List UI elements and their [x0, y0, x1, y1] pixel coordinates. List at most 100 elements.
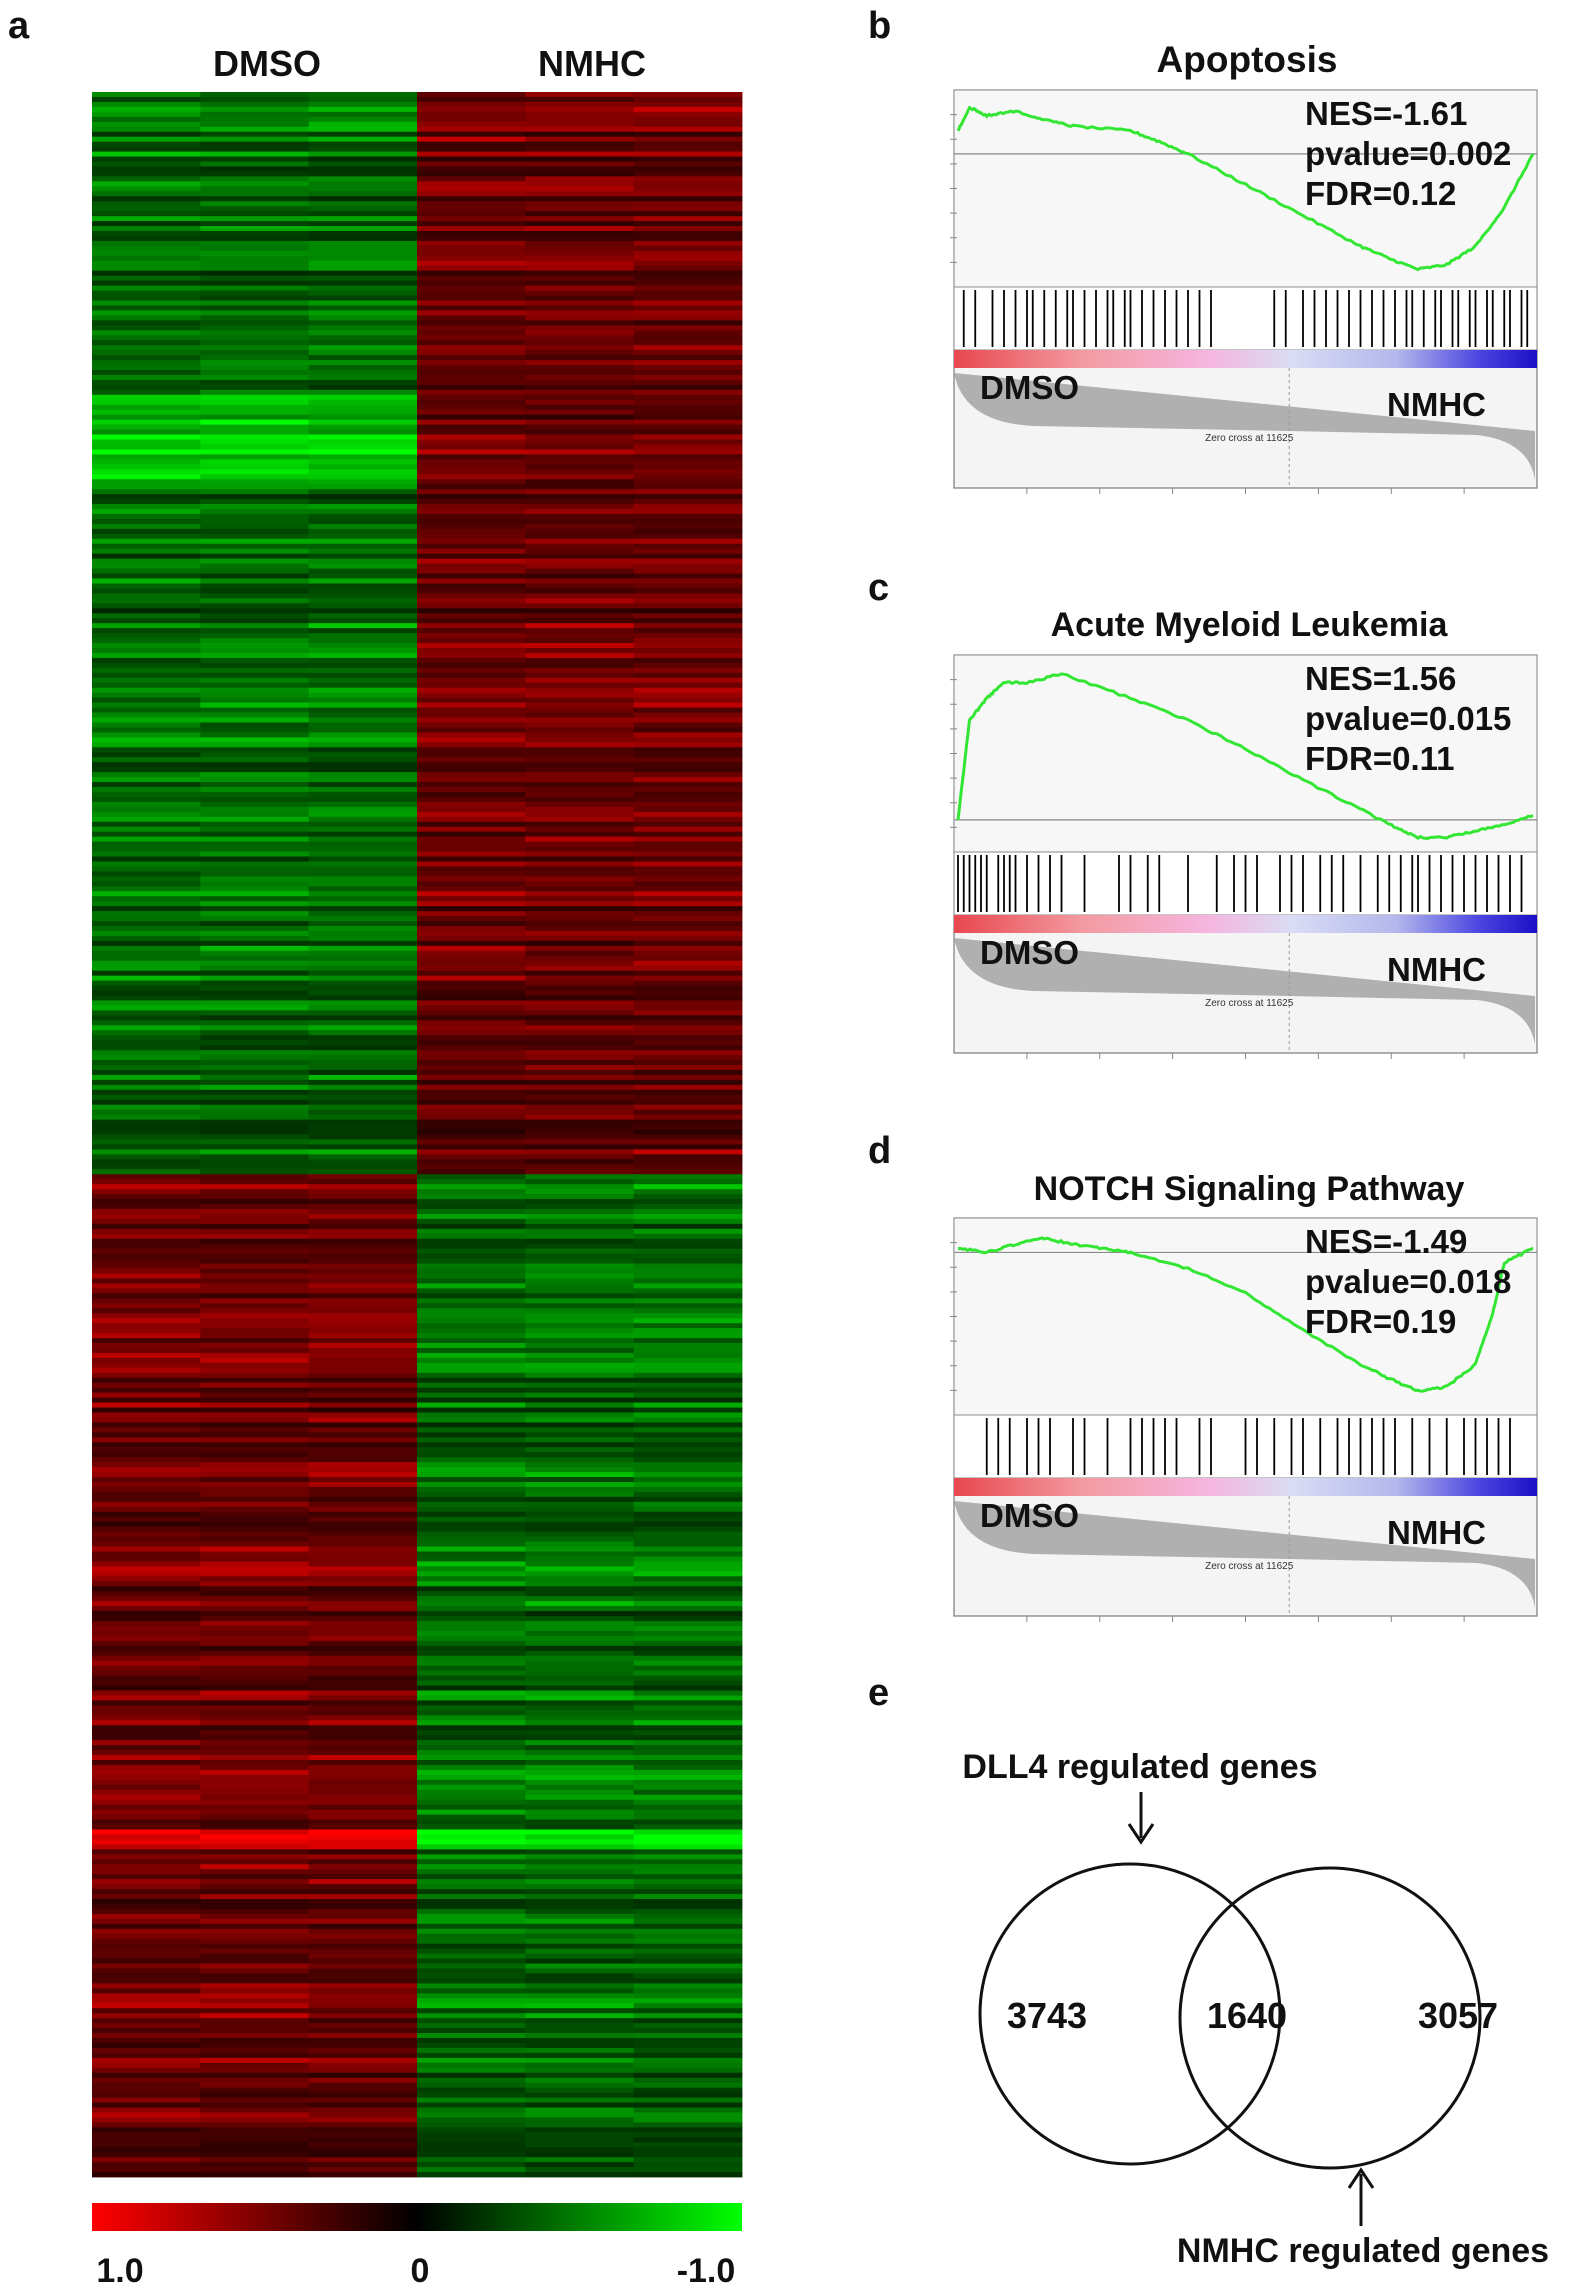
heatmap-cell — [417, 1094, 526, 1101]
heatmap-cell — [417, 2167, 526, 2173]
heatmap-cell — [525, 757, 635, 763]
heatmap-cell — [417, 1834, 526, 1840]
heatmap-cell — [525, 1382, 635, 1389]
heatmap-cell — [308, 2127, 418, 2133]
heatmap-cell — [308, 1720, 418, 1726]
heatmap-cell — [92, 92, 201, 98]
heatmap-cell — [308, 1829, 418, 1835]
heatmap-cell — [525, 2122, 635, 2128]
heatmap-cell — [417, 335, 526, 341]
heatmap-cell — [200, 881, 310, 887]
zero-cross-label: Zero cross at 11625 — [1205, 1561, 1294, 1572]
heatmap-cell — [633, 533, 743, 540]
heatmap-cell — [200, 548, 310, 555]
heatmap-cell — [308, 1134, 418, 1140]
heatmap-cell — [200, 1596, 310, 1602]
heatmap-cell — [525, 1874, 635, 1880]
heatmap-cell — [417, 1735, 526, 1741]
heatmap-cell — [92, 1343, 201, 1349]
heatmap-cell — [633, 1556, 743, 1562]
heatmap-cell — [633, 235, 743, 242]
heatmap-cell — [633, 657, 743, 664]
heatmap-cell — [633, 444, 743, 450]
heatmap-cell — [633, 265, 743, 272]
heatmap-cell — [92, 1293, 201, 1299]
heatmap-cell — [417, 866, 526, 872]
heatmap-cell — [633, 1362, 743, 1369]
heatmap-cell — [525, 1789, 635, 1796]
heatmap-cell — [92, 727, 201, 733]
heatmap-cell — [417, 325, 526, 331]
heatmap-cell — [633, 389, 743, 396]
heatmap-cell — [633, 782, 743, 788]
colorbar-tick-label: 1.0 — [96, 2252, 143, 2290]
heatmap-cell — [308, 861, 418, 867]
heatmap-cell — [525, 216, 635, 222]
heatmap-cell — [417, 270, 526, 277]
heatmap-cell — [417, 429, 526, 435]
heatmap-cell — [525, 553, 635, 560]
heatmap-cell — [308, 146, 418, 152]
heatmap-cell — [200, 1884, 310, 1890]
heatmap-cell — [200, 1154, 310, 1160]
heatmap-cell — [525, 1308, 635, 1314]
heatmap-cell — [417, 1581, 526, 1587]
heatmap-cell — [92, 201, 201, 207]
heatmap-cell — [308, 876, 418, 882]
heatmap-cell — [308, 1521, 418, 1528]
heatmap-cell — [417, 1551, 526, 1557]
heatmap-cell — [200, 350, 310, 356]
heatmap-cell — [200, 777, 310, 783]
heatmap-cell — [633, 2167, 743, 2173]
heatmap-cell — [633, 1030, 743, 1036]
heatmap-cell — [92, 1144, 201, 1150]
heatmap-cell — [308, 96, 418, 103]
heatmap-cell — [633, 2112, 743, 2118]
heatmap-cell — [633, 1174, 743, 1180]
heatmap-cell — [92, 1804, 201, 1811]
heatmap-cell — [200, 1015, 310, 1021]
heatmap-cell — [92, 499, 201, 505]
heatmap-cell — [92, 419, 201, 425]
heatmap-cell — [92, 245, 201, 252]
heatmap-cell — [200, 1144, 310, 1150]
heatmap-cell — [417, 96, 526, 103]
heatmap-cell — [633, 940, 743, 947]
heatmap-cell — [525, 667, 635, 674]
heatmap-cell — [525, 1730, 635, 1736]
heatmap-cell — [417, 742, 526, 748]
heatmap-cell — [308, 1541, 418, 1547]
heatmap-cell — [92, 528, 201, 535]
heatmap-cell — [417, 444, 526, 450]
heatmap-cell — [200, 92, 310, 98]
heatmap-cell — [308, 469, 418, 475]
heatmap-cell — [417, 240, 526, 247]
heatmap-cell — [525, 1352, 635, 1359]
heatmap-cell — [92, 861, 201, 867]
heatmap-cell — [92, 1402, 201, 1408]
heatmap-cell — [92, 1060, 201, 1066]
heatmap-cell — [200, 563, 310, 569]
heatmap-cell — [200, 101, 310, 108]
heatmap-cell — [633, 1690, 743, 1696]
heatmap-cell — [200, 136, 310, 143]
heatmap-cell — [308, 285, 418, 291]
heatmap-cell — [308, 315, 418, 321]
heatmap-cell — [92, 1159, 201, 1165]
heatmap-cell — [92, 856, 201, 862]
heatmap-cell — [417, 945, 526, 952]
heatmap-cell — [525, 1913, 635, 1920]
heatmap-cell — [92, 975, 201, 981]
heatmap-cell — [92, 1655, 201, 1662]
heatmap-cell — [525, 906, 635, 912]
heatmap-cell — [92, 240, 201, 247]
heatmap-cell — [200, 1313, 310, 1319]
heatmap-cell — [200, 424, 310, 430]
heatmap-cell — [308, 1074, 418, 1081]
heatmap-cell — [633, 1799, 743, 1806]
heatmap-cell — [633, 945, 743, 952]
heatmap-cell — [92, 1933, 201, 1940]
heatmap-cell — [525, 1204, 635, 1210]
heatmap-cell — [525, 1849, 635, 1855]
heatmap-cell — [308, 628, 418, 634]
